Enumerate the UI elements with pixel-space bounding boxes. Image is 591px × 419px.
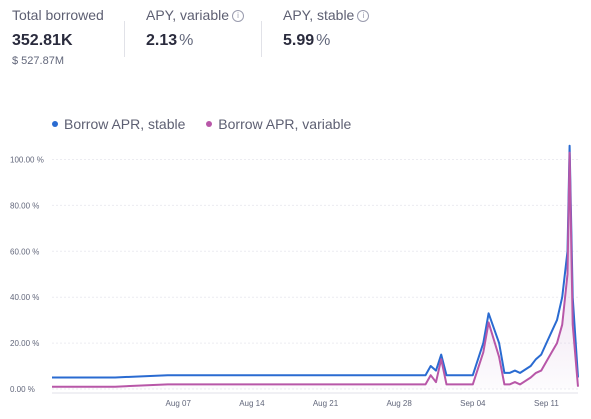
legend-dot-variable [206,121,213,127]
info-circle-icon[interactable]: i [357,10,370,22]
x-tick-label: Aug 14 [239,399,265,408]
legend-item-stable[interactable]: Borrow APR, stable [52,116,185,132]
legend-item-variable[interactable]: Borrow APR, variable [206,116,351,132]
apy-stable-stat: APY, stable i 5.99% [283,7,370,50]
apy-stable-value: 5.99 [283,32,315,49]
stat-divider [124,21,125,57]
apy-variable-unit: % [179,32,194,49]
total-borrowed-value: 352.81K [12,32,73,49]
y-tick-label: 100.00 % [10,155,44,164]
legend-dot-stable [52,121,58,127]
x-tick-label: Sep 11 [534,399,559,408]
stat-divider [261,21,262,57]
apy-stable-label: APY, stable [283,7,355,23]
total-borrowed-stat: Total borrowed 352.81K $ 527.87M [12,7,104,67]
series-variable-line [52,151,579,388]
apy-variable-stat: APY, variable i 2.13% [146,7,245,50]
total-borrowed-label: Total borrowed [12,7,104,23]
y-tick-label: 0.00 % [10,385,35,394]
x-tick-label: Sep 04 [460,399,486,408]
y-tick-label: 60.00 % [10,247,39,256]
x-tick-label: Aug 21 [313,399,339,408]
legend-label-variable: Borrow APR, variable [218,116,352,132]
series-stable-line [52,144,579,379]
x-tick-label: Aug 07 [166,399,192,408]
y-tick-label: 80.00 % [10,201,39,210]
apy-variable-value: 2.13 [146,32,178,49]
x-tick-label: Aug 28 [386,399,412,408]
apy-variable-label: APY, variable [146,7,230,23]
apy-stable-unit: % [316,32,331,49]
y-tick-label: 40.00 % [10,293,39,302]
info-circle-icon[interactable]: i [232,10,245,22]
reserve-stats: Total borrowed 352.81K $ 527.87M APY, va… [0,0,591,80]
total-borrowed-usd: $ 527.87M [12,55,64,67]
chart-legend: Borrow APR, stable Borrow APR, variable [52,116,368,132]
legend-label-stable: Borrow APR, stable [64,116,186,132]
y-tick-label: 20.00 % [10,339,39,348]
